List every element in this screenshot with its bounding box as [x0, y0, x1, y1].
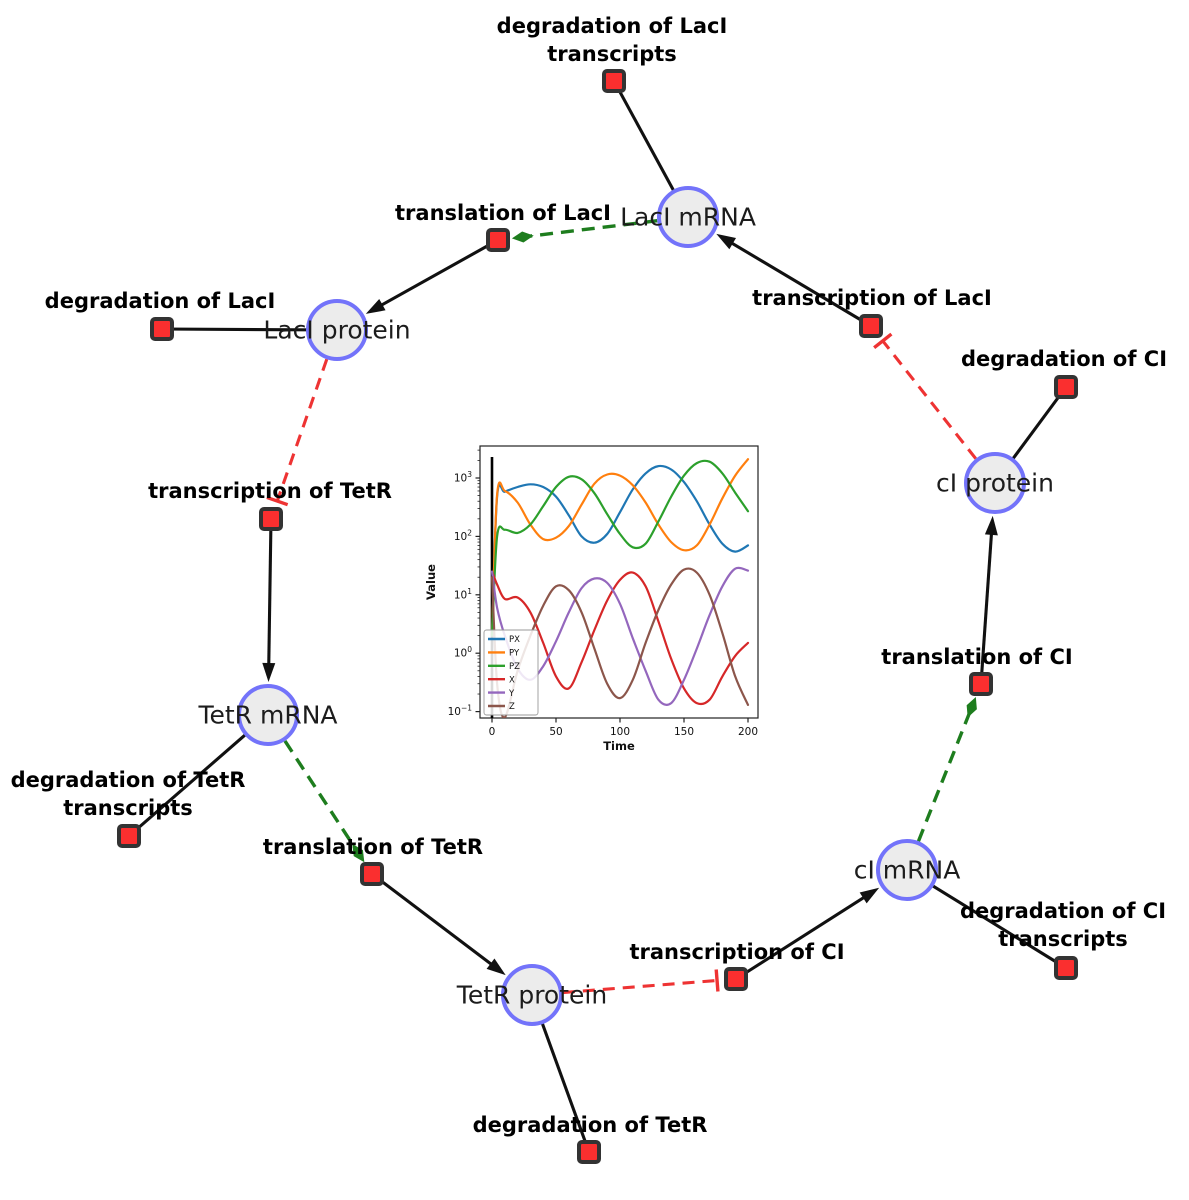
edge-deg_ci-ci_protein	[993, 386, 1068, 484]
legend-label-PY: PY	[509, 649, 520, 659]
edge-ci_mrna-transl_ci	[916, 697, 977, 842]
timeseries-inset-chart: 0 50 100 150 200Time10310210110010−1ValuePXP…	[425, 427, 775, 772]
svg-text:0: 0	[489, 726, 496, 738]
svg-text:50: 50	[549, 726, 562, 738]
edge-transl_ci-ci_protein	[979, 515, 998, 685]
chart-ylabel: Value	[425, 564, 438, 600]
chart-series-PY	[490, 458, 750, 637]
chart-series-X	[490, 570, 750, 706]
edge-ci_protein-transcr_laci	[873, 332, 978, 460]
svg-text:101: 101	[454, 587, 472, 602]
chart-xlabel: Time	[603, 739, 635, 753]
chart-legend: PX PY PZ XYZ	[483, 629, 539, 716]
legend-label-Z: Z	[509, 702, 515, 712]
arrowhead	[716, 233, 737, 250]
edge-deg_laci-laci_protein	[161, 327, 338, 332]
svg-text:200: 200	[738, 726, 758, 738]
legend-label-X: X	[509, 675, 515, 685]
edge-laci_mrna-transl_laci	[511, 219, 658, 243]
chart-y-axis: 103 102 101 100 10−1 Value	[425, 449, 480, 719]
edge-transcr_laci-laci_mrna	[716, 233, 872, 328]
edge-tetr_protein-transcr_ci	[562, 969, 720, 995]
edge-transcr_tetr-tetr_mrna	[262, 518, 276, 683]
arrowhead	[486, 958, 506, 976]
edge-laci_protein-transcr_tetr	[266, 358, 329, 507]
edge-deg_ci_tx-ci_mrna	[906, 868, 1067, 970]
edge-transl_laci-laci_protein	[365, 238, 499, 314]
svg-text:150: 150	[674, 726, 694, 738]
legend-label-Y: Y	[508, 689, 515, 699]
edge-deg_laci_tx-laci_mrna	[612, 80, 690, 218]
chart-x-axis: 0 50 100 150 200 Time	[489, 718, 758, 753]
activation-arrowhead	[966, 697, 977, 718]
activation-arrowhead	[511, 231, 534, 243]
svg-text:100: 100	[454, 645, 472, 660]
arrowhead	[859, 887, 880, 904]
chart-series-PX	[490, 464, 750, 637]
edge-transl_tetr-tetr_protein	[371, 872, 506, 976]
inhibition-tee	[266, 495, 289, 507]
edge-deg_tetr_tx-tetr_mrna	[127, 713, 270, 838]
svg-text:100: 100	[610, 726, 630, 738]
arrowhead	[365, 298, 386, 314]
chart-axes-frame	[479, 445, 759, 719]
svg-text:102: 102	[454, 528, 472, 543]
legend-label-PZ: PZ	[509, 662, 520, 672]
activation-arrowhead	[352, 843, 365, 863]
edge-deg_tetr-tetr_protein	[530, 994, 591, 1153]
edge-transcr_ci-ci_mrna	[735, 887, 880, 981]
svg-text:10−1: 10−1	[448, 704, 473, 719]
legend-label-PX: PX	[509, 635, 520, 645]
edge-tetr_mrna-transl_tetr	[283, 740, 365, 863]
inhibition-tee	[714, 969, 720, 992]
arrowhead	[984, 515, 998, 536]
chart-series-PZ	[490, 459, 750, 637]
inhibition-tee	[873, 332, 893, 350]
svg-text:103: 103	[454, 470, 472, 485]
arrowhead	[262, 662, 276, 683]
